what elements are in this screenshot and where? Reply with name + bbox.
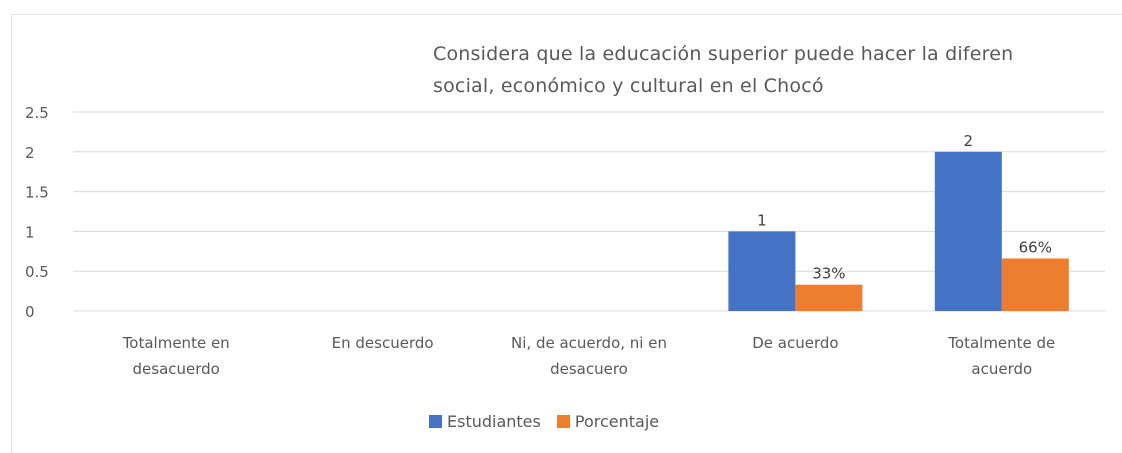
x-category-label: desacuerdo [133,360,220,378]
chart-legend: Estudiantes Porcentaje [429,412,675,431]
legend-item-estudiantes: Estudiantes [429,412,541,431]
legend-swatch-estudiantes [429,415,442,428]
bar-porcentaje [1001,258,1069,311]
bar-porcentaje [795,284,863,311]
y-tick-label: 0.5 [25,263,49,281]
legend-item-porcentaje: Porcentaje [556,412,660,431]
data-label: 33% [812,265,845,283]
y-tick-label: 2 [25,144,35,162]
y-tick-label: 0 [25,303,35,321]
data-label: 66% [1019,238,1052,256]
x-category-label: desacuero [550,360,628,378]
x-category-label: Ni, de acuerdo, ni en [511,334,667,352]
chart-canvas: 0 0.5 1 1.5 2 2.5 1 33% 2 66% Totalmente en desacue… [25,104,1105,378]
chart-title-line-2: social, económico y cultural en el Chocó [433,75,824,97]
x-category-label: De acuerdo [752,334,838,352]
y-tick-label: 2.5 [25,104,49,122]
chart-frame: 0 0.5 1 1.5 2 2.5 1 33% 2 66% Totalmente en desacue… [11,14,1122,453]
data-label: 1 [757,211,767,229]
y-tick-label: 1.5 [25,184,49,202]
chart-title-line-1: Considera que la educación superior pued… [433,43,1014,65]
x-category-label: Totalmente en [122,334,230,352]
bar-estudiantes [934,151,1002,311]
y-tick-label: 1 [25,223,35,241]
x-category-label: Totalmente de [947,334,1055,352]
x-category-label: En descuerdo [332,334,434,352]
legend-swatch-porcentaje [556,415,570,428]
legend-label-estudiantes: Estudiantes [447,412,541,431]
data-label: 2 [964,132,974,150]
legend-label-porcentaje: Porcentaje [574,412,660,431]
bar-estudiantes [728,231,796,311]
x-category-label: acuerdo [971,360,1032,378]
